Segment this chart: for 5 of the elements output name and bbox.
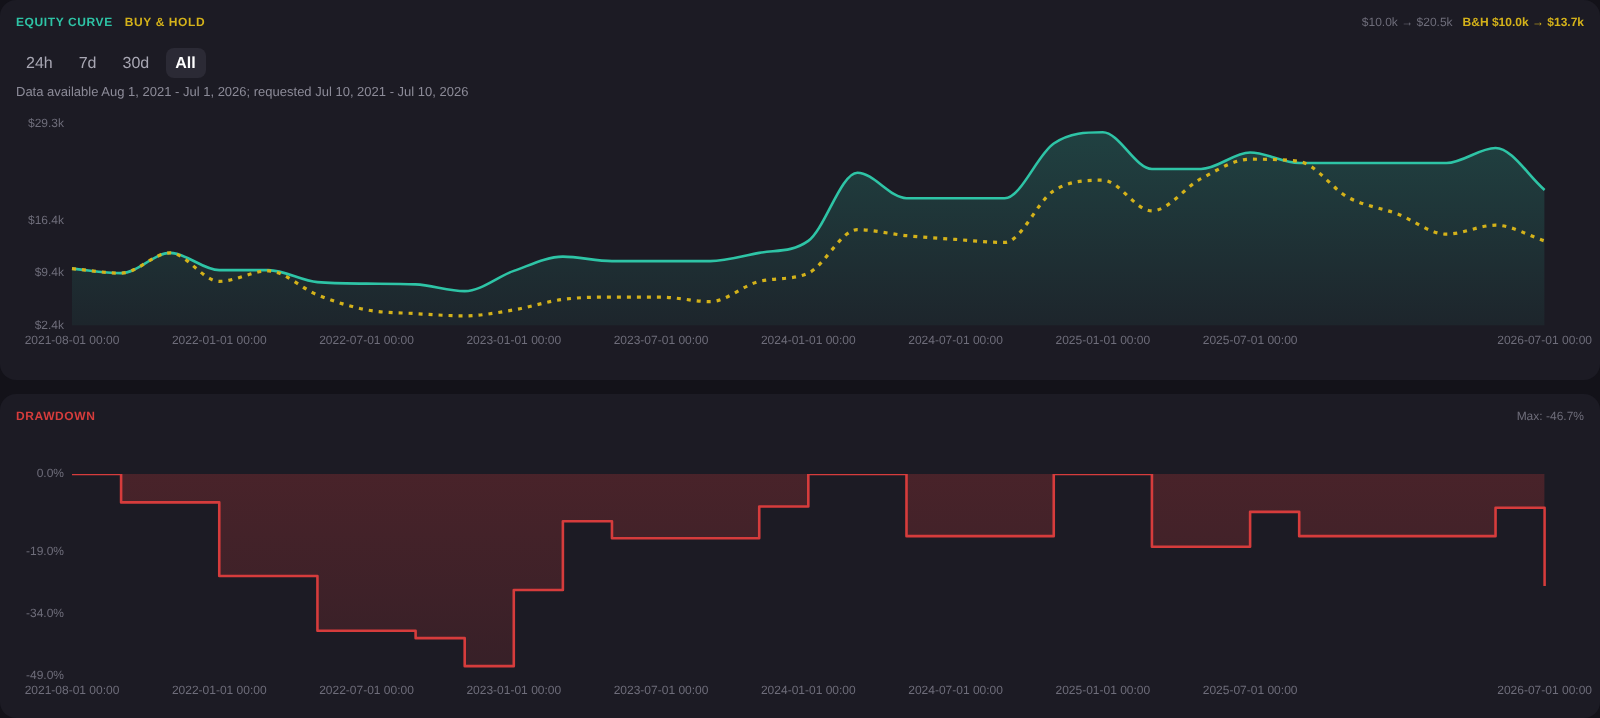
text: All — [165, 48, 206, 78]
text: 7d — [76, 52, 99, 76]
line-series — [70, 157, 1547, 318]
text: 30d — [120, 52, 152, 76]
text: 24h — [24, 52, 55, 76]
